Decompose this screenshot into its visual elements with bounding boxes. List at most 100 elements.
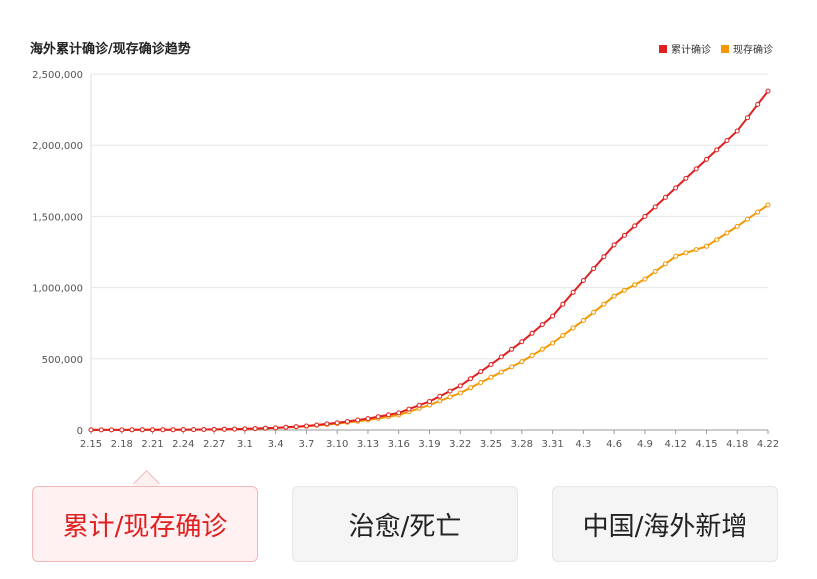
legend-item-current[interactable]: 现存确诊: [721, 41, 773, 56]
x-tick-label: 3.10: [326, 439, 348, 450]
data-point-cumulative: [293, 424, 299, 430]
data-point-cumulative: [375, 414, 381, 420]
data-point-cumulative: [704, 156, 709, 162]
series-line-current: [91, 204, 769, 431]
data-point-cumulative: [191, 427, 197, 433]
x-tick-label: 2.27: [203, 439, 225, 450]
data-point-cumulative: [734, 128, 740, 134]
data-point-cumulative: [662, 194, 668, 200]
x-tick-label: 3.19: [418, 439, 440, 450]
data-point-cumulative: [539, 322, 545, 328]
data-point-cumulative: [601, 254, 607, 260]
data-point-cumulative: [88, 427, 94, 433]
data-point-cumulative: [221, 426, 227, 432]
x-tick-label: 2.21: [141, 439, 163, 450]
x-tick-label: 4.9: [637, 439, 653, 450]
legend-label-current: 现存确诊: [733, 45, 773, 56]
data-point-cumulative: [119, 427, 125, 433]
data-point-cumulative: [242, 426, 248, 432]
y-tick-label: 500,000: [42, 355, 83, 366]
data-point-cumulative: [765, 88, 771, 94]
x-tick-label: 3.13: [357, 439, 379, 450]
data-point-current: [591, 309, 597, 315]
data-point-cumulative: [396, 410, 402, 416]
data-point-current: [488, 374, 494, 380]
data-point-current: [509, 364, 515, 370]
data-point-current: [714, 237, 720, 243]
data-point-cumulative: [468, 376, 473, 382]
tab-china-overseas-new[interactable]: 中国/海外新增: [552, 486, 778, 562]
x-tick-label: 3.4: [268, 439, 284, 450]
data-point-cumulative: [303, 423, 309, 429]
x-tick-label: 3.31: [541, 439, 563, 450]
data-point-cumulative: [180, 427, 186, 433]
x-tick-label: 4.6: [606, 439, 622, 450]
series-line-cumulative: [91, 90, 769, 431]
data-point-current: [529, 353, 535, 358]
y-tick-label: 2,000,000: [32, 141, 83, 152]
x-tick-label: 3.25: [480, 439, 502, 450]
x-tick-label: 3.22: [449, 439, 471, 450]
x-tick-label: 4.22: [757, 439, 779, 450]
y-tick-label: 0: [77, 426, 83, 437]
data-point-cumulative: [755, 101, 761, 107]
x-tick-label: 3.16: [388, 439, 410, 450]
tab-recovered-deaths[interactable]: 治愈/死亡: [292, 486, 518, 562]
data-point-cumulative: [673, 185, 679, 191]
data-point-current: [642, 276, 648, 282]
data-point-cumulative: [365, 416, 371, 422]
data-point-current: [724, 230, 730, 236]
data-point-current: [704, 243, 709, 249]
data-point-cumulative: [437, 393, 443, 399]
data-point-cumulative: [150, 427, 155, 433]
data-point-cumulative: [324, 421, 330, 427]
data-point-current: [693, 247, 699, 253]
tab-cumulative-current[interactable]: 累计/现存确诊: [32, 486, 258, 562]
data-point-cumulative: [109, 427, 114, 433]
data-point-cumulative: [211, 426, 217, 432]
x-tick-label: 2.18: [111, 439, 133, 450]
data-point-current: [560, 333, 566, 338]
data-point-cumulative: [621, 232, 627, 238]
data-point-cumulative: [98, 427, 104, 433]
x-tick-label: 4.12: [665, 439, 687, 450]
data-point-current: [550, 340, 556, 346]
data-point-cumulative: [560, 301, 566, 307]
y-tick-label: 1,000,000: [32, 284, 83, 295]
x-tick-label: 3.1: [237, 439, 253, 450]
data-point-cumulative: [170, 427, 176, 433]
data-point-current: [468, 385, 473, 391]
chart-title: 海外累计确诊/现存确诊趋势: [30, 42, 191, 57]
data-point-cumulative: [519, 339, 525, 345]
data-point-cumulative: [314, 422, 320, 428]
line-chart: 0 500,000 1,000,000 1,500,000 2,000,000 2,500…: [32, 70, 779, 450]
data-point-current: [519, 359, 525, 365]
data-point-current: [498, 369, 504, 375]
data-point-current: [437, 398, 443, 404]
data-point-cumulative: [642, 213, 648, 219]
data-point-cumulative: [447, 388, 453, 394]
data-point-cumulative: [745, 115, 750, 121]
data-point-cumulative: [283, 424, 289, 430]
data-point-cumulative: [570, 289, 576, 295]
data-point-current: [621, 287, 627, 293]
data-point-cumulative: [478, 369, 484, 375]
data-point-cumulative: [355, 417, 361, 423]
x-tick-label: 2.15: [80, 439, 102, 450]
x-tick-label: 3.7: [298, 439, 314, 450]
data-point-cumulative: [632, 223, 638, 229]
data-point-cumulative: [252, 426, 258, 431]
data-point-cumulative: [498, 354, 504, 360]
data-point-cumulative: [427, 399, 432, 404]
data-point-current: [755, 209, 761, 215]
data-point-current: [478, 380, 484, 385]
data-point-cumulative: [273, 425, 279, 431]
data-point-current: [601, 301, 607, 307]
legend-swatch-current: [721, 44, 729, 53]
data-point-current: [539, 346, 545, 352]
data-point-cumulative: [386, 412, 391, 418]
legend-item-cumulative[interactable]: 累计确诊: [659, 41, 711, 56]
data-point-cumulative: [724, 138, 730, 143]
legend-swatch-cumulative: [659, 44, 667, 53]
data-point-cumulative: [129, 427, 135, 433]
